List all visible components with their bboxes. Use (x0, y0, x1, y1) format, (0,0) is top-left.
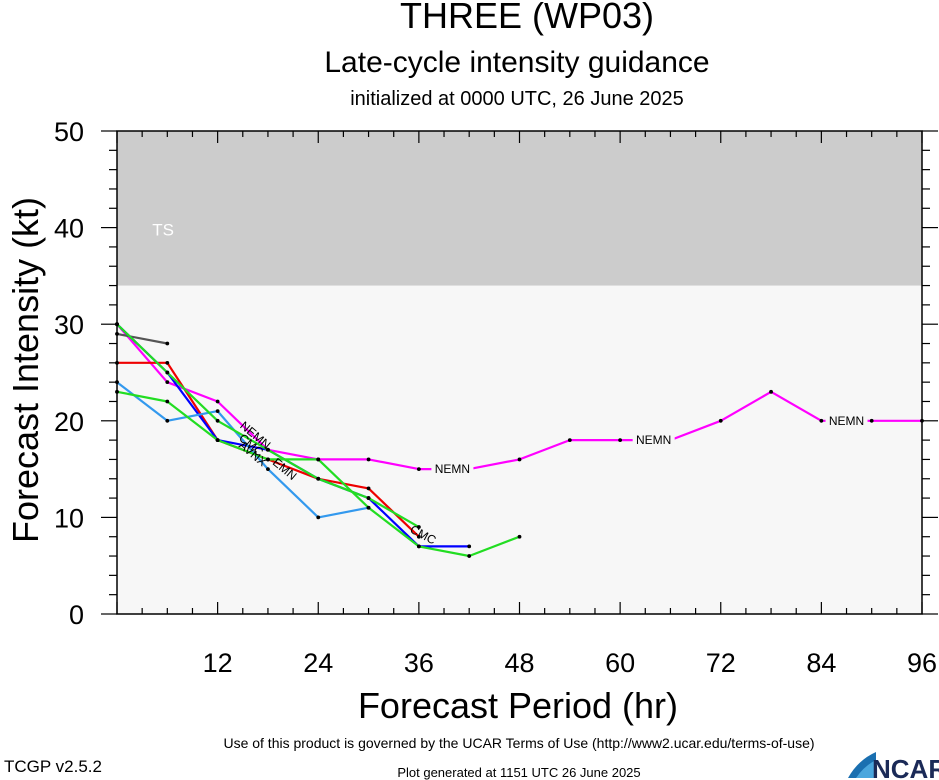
band-ts (117, 131, 922, 286)
series-0-point (215, 399, 220, 404)
series-5-point (165, 399, 170, 404)
series-0-point (517, 457, 522, 462)
series-2-point (165, 360, 170, 365)
x-tick-label: 60 (605, 648, 635, 678)
series-0-point (869, 418, 874, 423)
series-3-point (467, 544, 472, 549)
series-0-point (618, 438, 623, 443)
series-5-point (215, 438, 220, 443)
chart-init-time: initialized at 0000 UTC, 26 June 2025 (350, 88, 684, 110)
series-0-point (416, 467, 421, 471)
series-5-point (366, 505, 371, 510)
series-4-point (215, 409, 220, 414)
series-5-point (266, 457, 270, 462)
band-label: TS (152, 221, 174, 240)
series-label-bg (825, 413, 868, 428)
y-tick-label: 40 (54, 214, 84, 244)
version-label: TCGP v2.5.2 (4, 757, 102, 776)
series-6-point (266, 447, 270, 452)
y-tick-label: 30 (54, 310, 84, 340)
ncar-logo: NCAR (848, 752, 939, 780)
ncar-logo-icon (848, 752, 876, 778)
series-6-point (165, 370, 170, 375)
y-tick-label: 50 (54, 117, 84, 147)
intensity-bands: TS (117, 131, 922, 286)
x-axis-ticks: 12 24 36 48 60 72 84 96 (116, 131, 937, 678)
series-label-bg (431, 462, 474, 477)
series-6-point (316, 476, 321, 481)
series-5-point (316, 457, 321, 462)
series-label-0: NEMN (435, 462, 470, 476)
terms-of-use-text: Use of this product is governed by the U… (223, 735, 814, 751)
series-6-point (215, 418, 220, 423)
series-5-point (517, 534, 522, 539)
series-5-point (467, 554, 472, 558)
series-1-point (165, 341, 170, 346)
series-6-point (416, 525, 421, 529)
series-0-point (366, 457, 371, 462)
x-axis-label: Forecast Period (hr) (358, 685, 678, 726)
series-4-point (316, 515, 321, 520)
x-tick-label: 96 (907, 648, 937, 678)
y-axis-ticks: 0 10 20 30 40 50 (54, 117, 938, 630)
series-line-4 (116, 381, 369, 519)
y-tick-label: 10 (54, 503, 84, 533)
series-2-point (416, 534, 421, 539)
series-0-point (819, 418, 824, 423)
ncar-logo-text: NCAR (872, 754, 939, 780)
x-tick-label: 48 (504, 648, 534, 678)
generated-timestamp: Plot generated at 1151 UTC 26 June 2025 (397, 765, 640, 780)
x-tick-label: 72 (706, 648, 736, 678)
series-5-point (416, 544, 421, 549)
series-4-point (266, 467, 270, 471)
series-label-1: NEMN (636, 433, 671, 447)
x-tick-label: 24 (303, 648, 333, 678)
chart-subtitle: Late-cycle intensity guidance (324, 46, 709, 79)
series-label-2: NEMN (829, 414, 864, 428)
x-tick-label: 12 (203, 648, 233, 678)
y-tick-label: 20 (54, 407, 84, 437)
series-line-1 (116, 332, 168, 345)
series-label-bg (632, 433, 675, 448)
series-0-point (718, 418, 723, 423)
series-0-point (567, 438, 572, 443)
y-tick-label: 0 (69, 600, 84, 630)
series-0-point (769, 389, 773, 394)
y-axis-label: Forecast Intensity (kt) (5, 197, 46, 543)
chart-title: THREE (WP03) (400, 0, 654, 36)
series-2-point (366, 486, 371, 491)
series-0-point (165, 380, 170, 385)
x-tick-label: 84 (806, 648, 836, 678)
series-4-point (165, 418, 170, 423)
series-6-point (366, 496, 371, 500)
x-tick-label: 36 (404, 648, 434, 678)
